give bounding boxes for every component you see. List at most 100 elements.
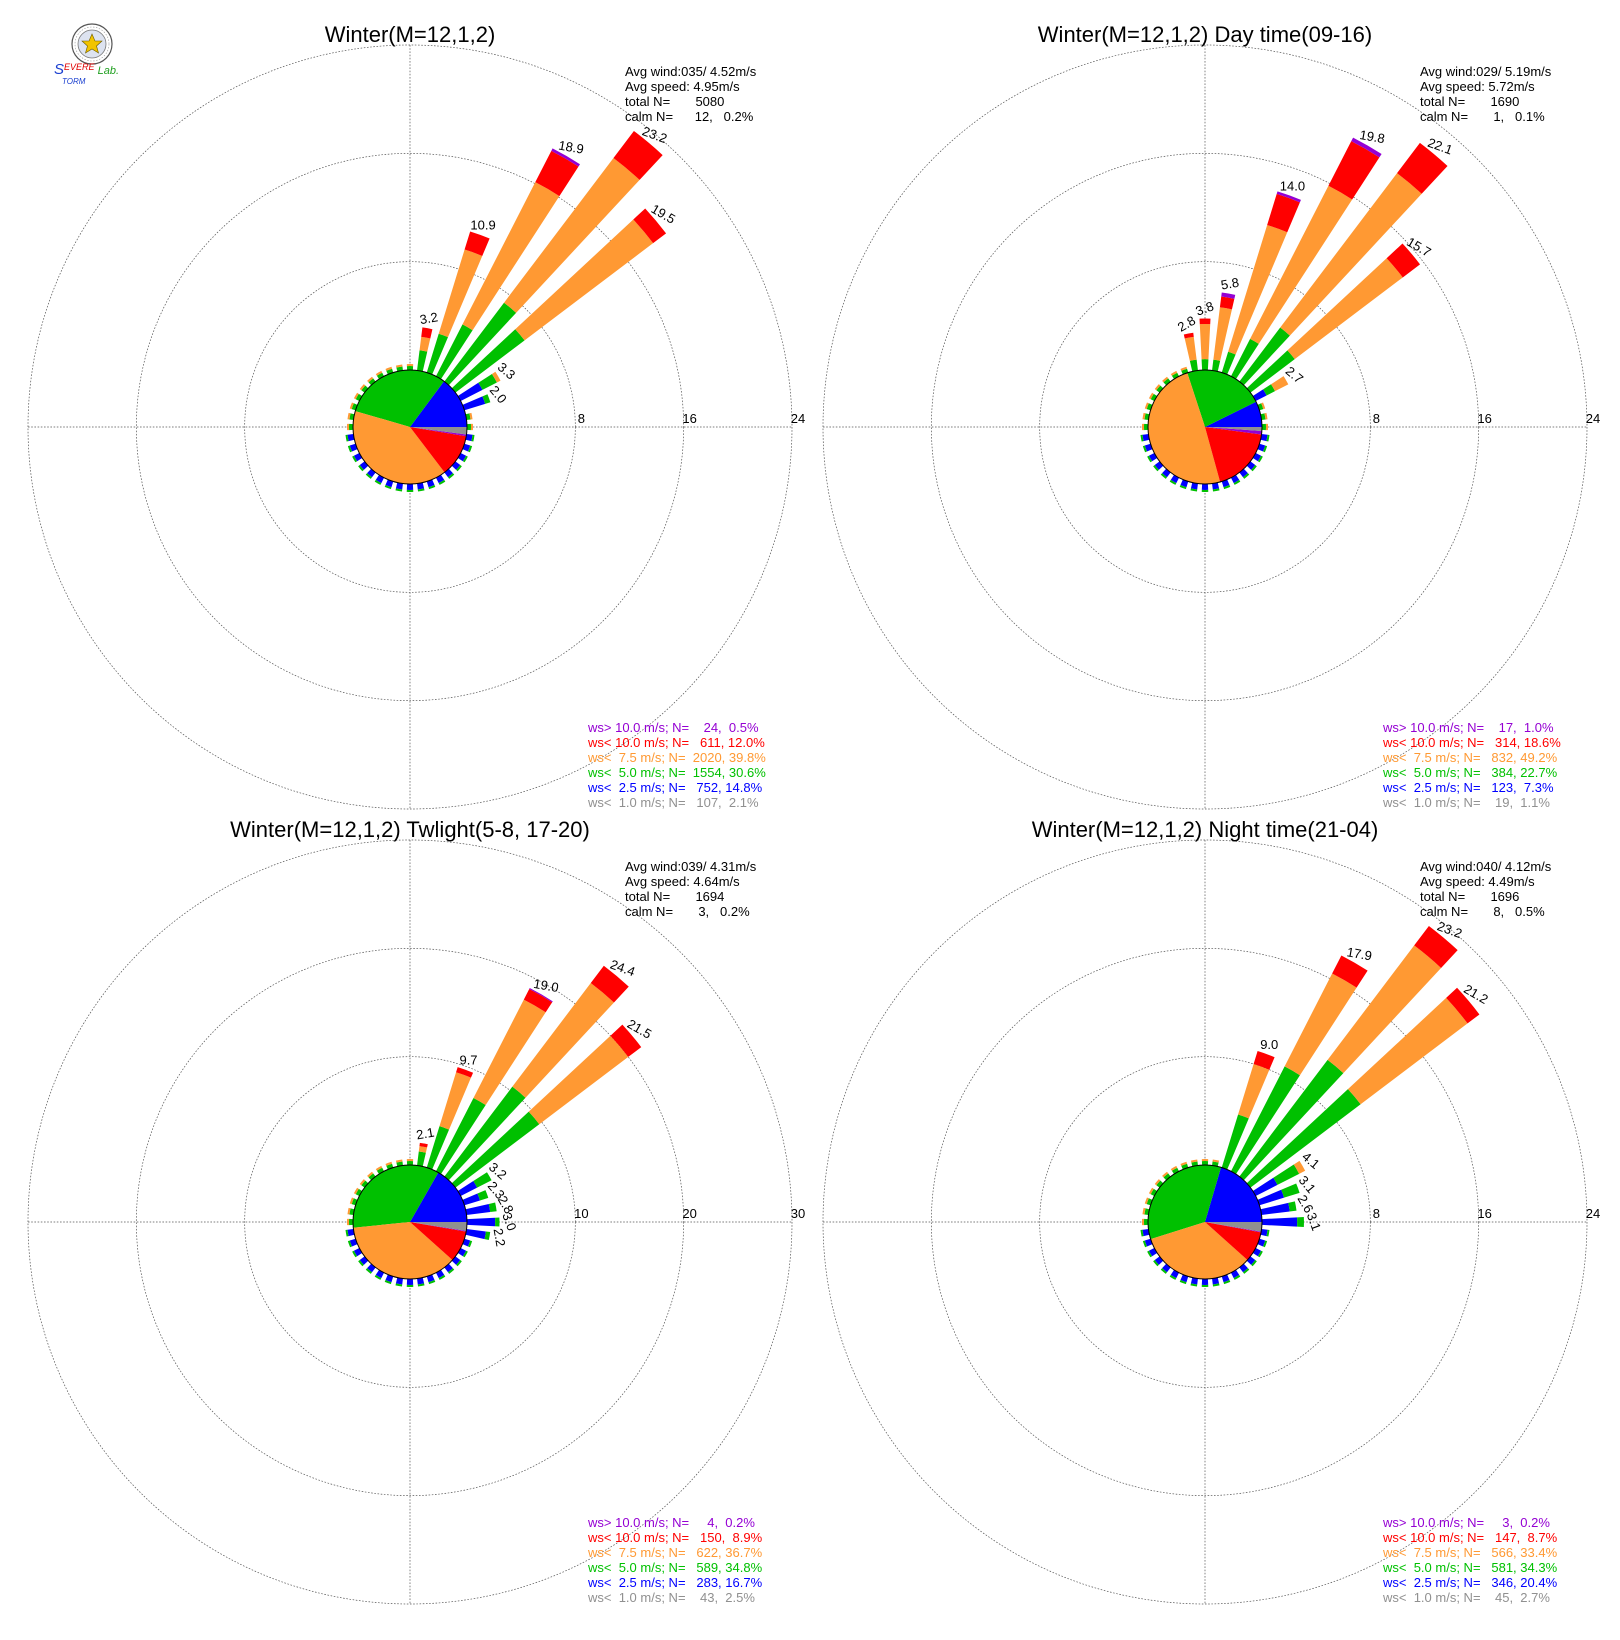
- logo-torm: TORM: [62, 77, 86, 86]
- stub-bar: [1221, 1274, 1230, 1283]
- petal-label: 5.8: [1220, 275, 1240, 293]
- stub-bar-tip: [347, 1218, 350, 1226]
- stub-bar-tip: [1147, 455, 1153, 463]
- petal-segment: [1281, 1183, 1300, 1198]
- stub-bar: [406, 1161, 414, 1166]
- petal-segment: [1221, 351, 1236, 375]
- stub-bar-tip: [406, 364, 414, 367]
- petal-segment: [444, 1086, 526, 1181]
- petal-segment: [1280, 173, 1422, 336]
- ring-label: 24: [791, 411, 805, 426]
- stub-bar-tip: [1142, 445, 1147, 453]
- stats-line: Avg wind:040/ 4.12m/s: [1420, 859, 1552, 874]
- stub-bar-tip: [353, 392, 359, 400]
- center-pie-slice: [1205, 427, 1262, 435]
- stub-bar-tip: [1212, 1159, 1220, 1163]
- stub-bar-tip: [347, 1207, 351, 1215]
- legend-entry: ws< 2.5 m/s; N= 283, 16.7%: [587, 1575, 763, 1590]
- legend-entry: ws< 2.5 m/s; N= 752, 14.8%: [587, 780, 763, 795]
- ring-label: 16: [1477, 1206, 1491, 1221]
- stub-bar: [426, 479, 435, 488]
- petal-segment: [1183, 332, 1194, 339]
- petal-segment: [1199, 318, 1211, 325]
- petal-segment: [491, 371, 501, 383]
- center-pie-outline: [1147, 1164, 1263, 1280]
- petal-segment: [633, 208, 667, 244]
- stub-bar: [1156, 1180, 1164, 1188]
- stub-bar-tip: [365, 473, 372, 479]
- logo-lab: Lab.: [97, 65, 120, 77]
- stub-bar-tip: [462, 455, 468, 463]
- stub-bar-tip: [358, 1260, 364, 1267]
- petal-segment: [1213, 307, 1232, 361]
- stub-bar-tip: [1142, 1207, 1146, 1215]
- stub-bar-tip: [1201, 489, 1209, 492]
- petal-segment: [1212, 359, 1221, 372]
- petal-segment: [473, 999, 546, 1106]
- ring-label: 24: [1586, 1206, 1600, 1221]
- stub-bar-tip: [367, 376, 374, 383]
- legend-entry: ws< 2.5 m/s; N= 123, 7.3%: [1382, 780, 1554, 795]
- petal-segment: [1184, 336, 1197, 361]
- petal-label: 17.9: [1346, 944, 1374, 963]
- stub-bar: [1142, 1229, 1150, 1237]
- stub-bar-tip: [469, 412, 473, 420]
- petal-segment: [456, 1067, 474, 1078]
- legend-entry: ws< 7.5 m/s; N= 832, 49.2%: [1382, 750, 1558, 765]
- legend-entry: ws> 10.0 m/s; N= 4, 0.2%: [587, 1515, 755, 1530]
- legend-entry: ws< 5.0 m/s; N= 589, 34.8%: [587, 1560, 763, 1575]
- stats-line: Avg speed: 4.49m/s: [1420, 874, 1535, 889]
- petal-segment: [1239, 1059, 1344, 1181]
- petal-segment: [504, 157, 640, 313]
- stub-bar: [1212, 1277, 1220, 1285]
- range-ring: [930, 947, 1480, 1497]
- petal-segment: [419, 336, 431, 352]
- petal-segment: [523, 988, 553, 1013]
- petal-segment: [613, 130, 663, 180]
- stub-bar-tip: [1140, 1229, 1144, 1237]
- petal-segment: [495, 1217, 500, 1227]
- stub-bar: [1260, 434, 1268, 442]
- legend-entry: ws< 7.5 m/s; N= 566, 33.4%: [1382, 1545, 1558, 1560]
- petal-label: 2.2: [491, 1227, 509, 1247]
- stub-bar-tip: [384, 485, 392, 490]
- petal-segment: [1328, 141, 1380, 200]
- stub-bar-tip: [1169, 479, 1177, 485]
- stub-bar-tip: [1251, 465, 1257, 472]
- legend-entry: ws> 10.0 m/s; N= 17, 1.0%: [1382, 720, 1554, 735]
- stub-bar-tip: [1212, 488, 1220, 492]
- stub-bar: [385, 479, 394, 488]
- stub-bar-tip: [1179, 1280, 1187, 1285]
- petal-segment: [473, 1172, 492, 1188]
- stub-bar: [1257, 443, 1266, 452]
- stub-bar-tip: [1233, 479, 1241, 485]
- petal-label: 19.8: [1358, 127, 1386, 146]
- legend-entry: ws< 2.5 m/s; N= 346, 20.4%: [1382, 1575, 1558, 1590]
- stub-bar-tip: [385, 366, 393, 371]
- ring-label: 16: [1477, 411, 1491, 426]
- legend-entry: ws> 10.0 m/s; N= 24, 0.5%: [587, 720, 759, 735]
- petal-segment: [1253, 1051, 1275, 1070]
- stub-bar-tip: [406, 1159, 414, 1162]
- stub-bar: [376, 1167, 385, 1175]
- stub-bar-tip: [1160, 473, 1167, 479]
- stub-bar-tip: [384, 1280, 392, 1285]
- stub-bar-tip: [1170, 1165, 1178, 1171]
- stub-bar-tip: [1144, 1197, 1149, 1205]
- stats-line: total N= 1690: [1420, 94, 1519, 109]
- stub-bar: [1144, 1218, 1149, 1226]
- stub-bar: [376, 372, 385, 380]
- petal-segment: [462, 396, 486, 411]
- wind-rose-panel-3: 10 20 302.19.719.024.421.53.22.32.83.02.2W…: [27, 817, 805, 1605]
- petal-segment: [417, 1151, 426, 1167]
- petal-segment: [457, 382, 483, 402]
- petal-segment: [451, 329, 525, 393]
- stub-bar-tip: [438, 1274, 446, 1280]
- legend-entry: ws< 1.0 m/s; N= 107, 2.1%: [587, 795, 759, 810]
- chart-title: Winter(M=12,1,2) Day time(09-16): [1038, 22, 1372, 47]
- stats-line: Avg wind:035/ 4.52m/s: [625, 64, 757, 79]
- chart-title: Winter(M=12,1,2): [325, 22, 496, 47]
- stub-bar: [1144, 1238, 1153, 1247]
- stub-bar: [1150, 393, 1158, 402]
- stub-bar: [349, 1218, 354, 1226]
